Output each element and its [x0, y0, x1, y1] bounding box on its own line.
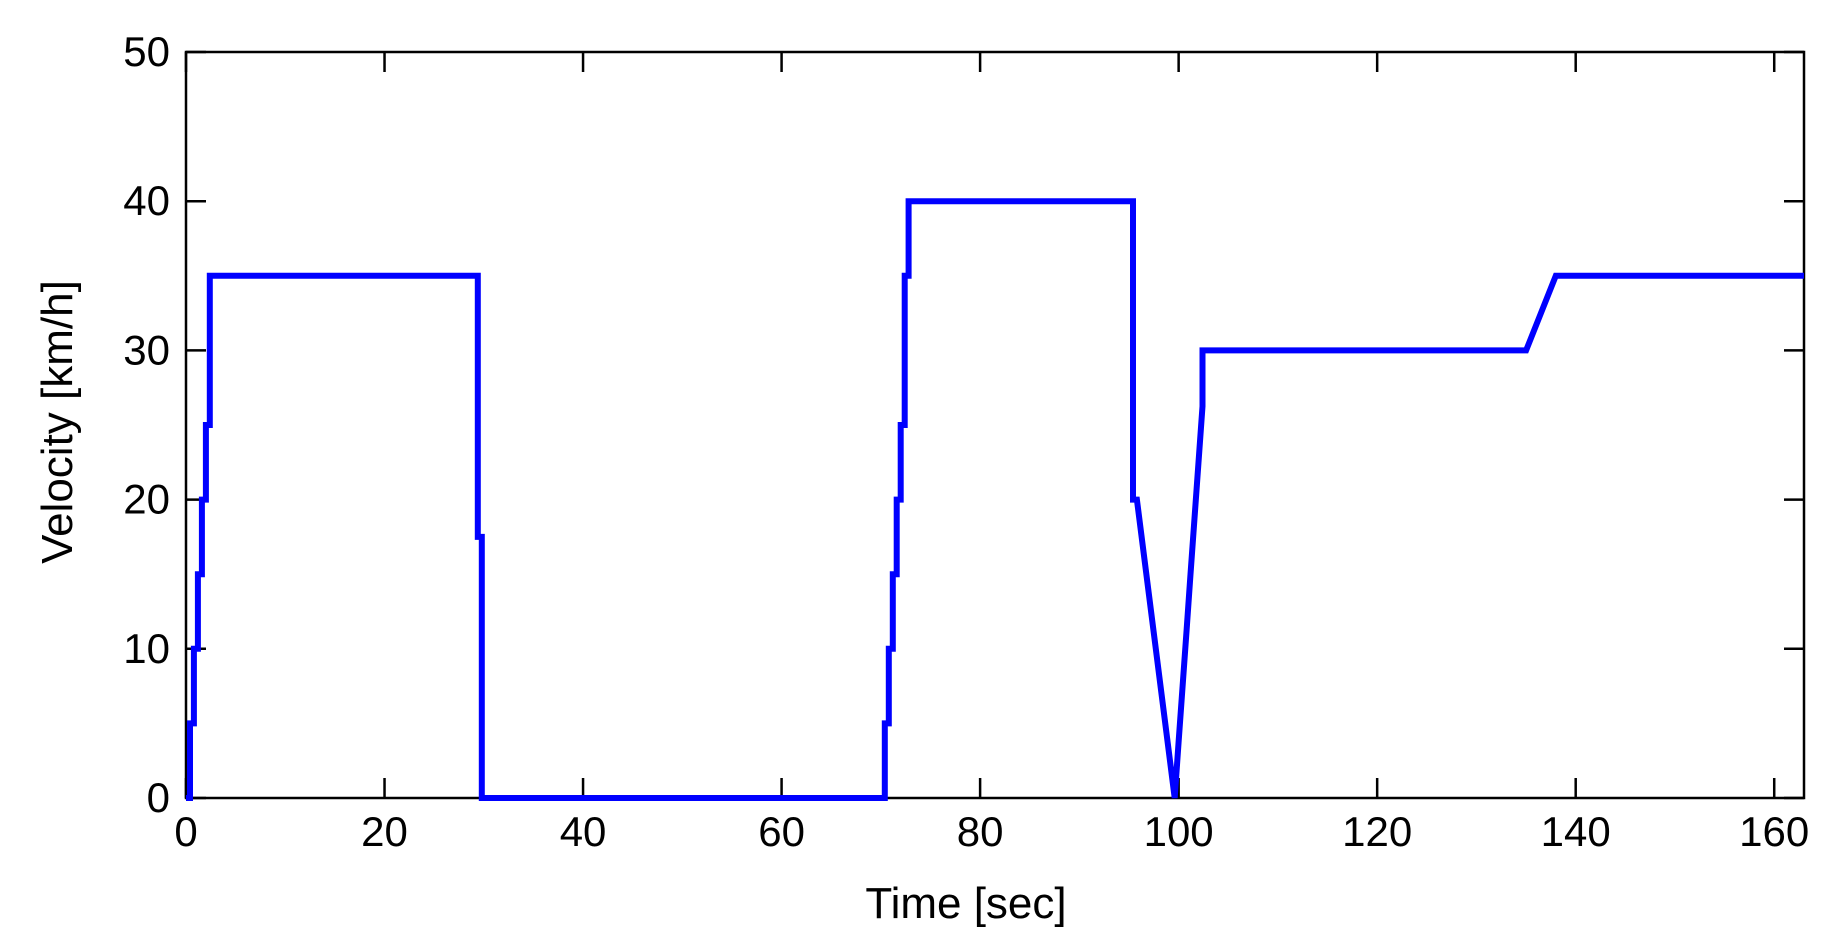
y-tick-label: 20: [123, 476, 170, 523]
y-tick-label: 40: [123, 177, 170, 224]
series-layer: [186, 198, 1804, 801]
x-tick-label: 160: [1739, 808, 1809, 855]
plot-area: [184, 50, 1806, 800]
x-tick-label: 40: [560, 808, 607, 855]
y-tick-label: 50: [123, 28, 170, 75]
series-line-velocity: [186, 198, 1804, 801]
x-tick-label: 20: [361, 808, 408, 855]
y-tick-label: 10: [123, 625, 170, 672]
plot-frame: [184, 50, 1806, 800]
x-tick-label: 0: [174, 808, 197, 855]
x-tick-label: 140: [1541, 808, 1611, 855]
y-tick-label: 0: [147, 774, 170, 821]
ticks-layer: 0 20 40 60 80 100 120 140 160 0 10 20 30 40 50: [123, 28, 1809, 855]
labels-layer: Time [sec] Velocity [km/h]: [33, 280, 1067, 928]
x-axis-label: Time [sec]: [865, 879, 1066, 928]
y-axis-label: Velocity [km/h]: [33, 280, 82, 564]
y-tick-label: 30: [123, 326, 170, 373]
x-tick-label: 80: [957, 808, 1004, 855]
x-tick-label: 60: [758, 808, 805, 855]
x-tick-label: 100: [1144, 808, 1214, 855]
x-tick-label: 120: [1342, 808, 1412, 855]
